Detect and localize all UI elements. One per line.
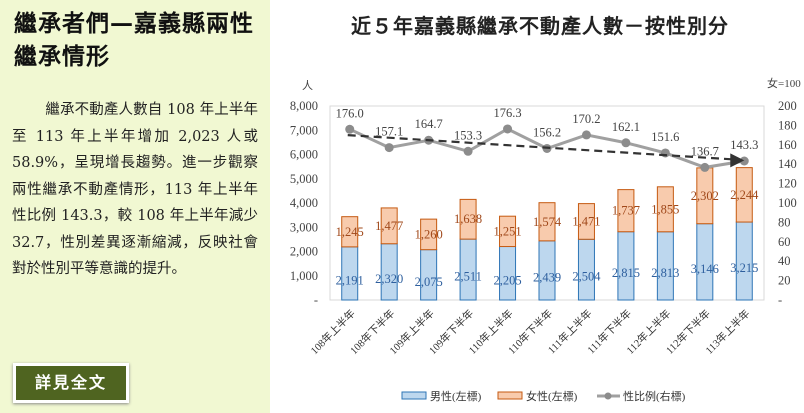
bar-female (538, 202, 556, 242)
data-label-male: 2,511 (454, 270, 482, 284)
point-sex-ratio (700, 162, 710, 172)
y-tick-label: 8,000 (290, 99, 318, 113)
legend-swatch (497, 391, 523, 400)
data-label-female: 1,574 (533, 215, 562, 229)
point-sex-ratio (503, 124, 513, 134)
y2-tick-label: 140 (778, 157, 797, 171)
data-label-ratio: 151.6 (651, 130, 679, 144)
bar-female (735, 167, 753, 223)
data-label-male: 2,813 (651, 266, 679, 280)
point-sex-ratio (621, 138, 631, 148)
data-label-male: 3,146 (691, 262, 719, 276)
bar-female (656, 186, 674, 233)
bar-female (459, 198, 477, 240)
legend-label: 性比例(右標) (623, 389, 686, 403)
chart-title: 近５年嘉義縣繼承不動產人數－按性別分 (351, 14, 729, 38)
legend-label: 男性(左標) (430, 389, 482, 403)
data-label-ratio: 176.0 (336, 106, 364, 120)
point-sex-ratio (384, 143, 394, 153)
read-more-button[interactable]: 詳見全文 (13, 363, 129, 403)
data-label-female: 1,251 (493, 224, 521, 238)
y2-tick-label: - (778, 293, 782, 307)
y-tick-label: 3,000 (290, 220, 318, 234)
y-tick-label: 1,000 (290, 269, 318, 283)
point-sex-ratio (581, 130, 591, 140)
data-label-male: 2,320 (375, 272, 403, 286)
y2-tick-label: 20 (778, 274, 791, 288)
bar-female (420, 218, 438, 251)
trend-arrow-icon (730, 153, 745, 168)
y2-tick-label: 120 (778, 177, 797, 191)
y2-tick-label: 60 (778, 235, 791, 249)
data-label-female: 1,477 (375, 219, 403, 233)
data-label-male: 2,075 (415, 275, 443, 289)
data-label-ratio: 164.7 (415, 117, 443, 131)
data-label-female: 1,260 (415, 227, 443, 241)
data-label-male: 2,439 (533, 270, 561, 284)
data-label-male: 3,215 (730, 261, 758, 275)
point-sex-ratio (463, 146, 473, 156)
data-label-female: 2,244 (730, 188, 759, 202)
y2-tick-label: 40 (778, 254, 791, 268)
data-label-female: 2,302 (691, 189, 719, 203)
data-label-ratio: 143.3 (730, 138, 758, 152)
data-label-female: 1,638 (454, 212, 482, 226)
data-label-female: 1,737 (612, 204, 640, 218)
data-label-ratio: 153.3 (454, 128, 482, 142)
data-label-male: 2,191 (336, 273, 364, 287)
data-label-male: 2,205 (493, 273, 521, 287)
point-sex-ratio (739, 156, 749, 166)
legend-label: 女性(左標) (526, 389, 578, 403)
y2-tick-label: 200 (778, 99, 797, 113)
panel-title: 繼承者們—嘉義縣兩性繼承情形 (14, 11, 254, 70)
bar-female (617, 189, 635, 233)
y-tick-label: 5,000 (290, 172, 318, 186)
data-label-male: 2,504 (572, 270, 601, 284)
summary-panel: 繼承者們—嘉義縣兩性繼承情形 繼承不動產人數自 108 年上半年至 113 年上… (0, 0, 270, 413)
bar-female (577, 203, 595, 240)
data-label-ratio: 162.1 (612, 120, 640, 134)
y2-tick-label: 80 (778, 215, 791, 229)
legend-swatch (401, 391, 427, 400)
y2-tick-label: 100 (778, 196, 797, 210)
data-label-female: 1,471 (572, 214, 600, 228)
y-tick-label: - (314, 293, 318, 307)
legend-swatch-marker (604, 392, 612, 400)
y-axis-label: 人 (302, 79, 313, 92)
y2-tick-label: 160 (778, 138, 797, 152)
data-label-ratio: 156.2 (533, 125, 561, 139)
y2-axis-label: 女=100 (767, 76, 801, 90)
y-tick-label: 2,000 (290, 245, 318, 259)
y-tick-label: 4,000 (290, 196, 318, 210)
bar-female (380, 207, 398, 245)
data-label-female: 1,245 (336, 225, 364, 239)
data-label-female: 1,855 (651, 202, 679, 216)
y-tick-label: 7,000 (290, 123, 318, 137)
data-label-ratio: 170.2 (572, 112, 600, 126)
data-label-male: 2,815 (612, 266, 640, 280)
data-label-ratio: 136.7 (691, 144, 719, 158)
bar-female (499, 215, 517, 248)
data-label-ratio: 157.1 (375, 125, 403, 139)
point-sex-ratio (345, 124, 355, 134)
data-label-ratio: 176.3 (493, 106, 521, 120)
panel-body: 繼承不動產人數自 108 年上半年至 113 年上半年增加 2,023 人或 5… (12, 102, 258, 277)
bar-female (341, 216, 359, 248)
y2-tick-label: 180 (778, 118, 797, 132)
y-tick-label: 6,000 (290, 148, 318, 162)
